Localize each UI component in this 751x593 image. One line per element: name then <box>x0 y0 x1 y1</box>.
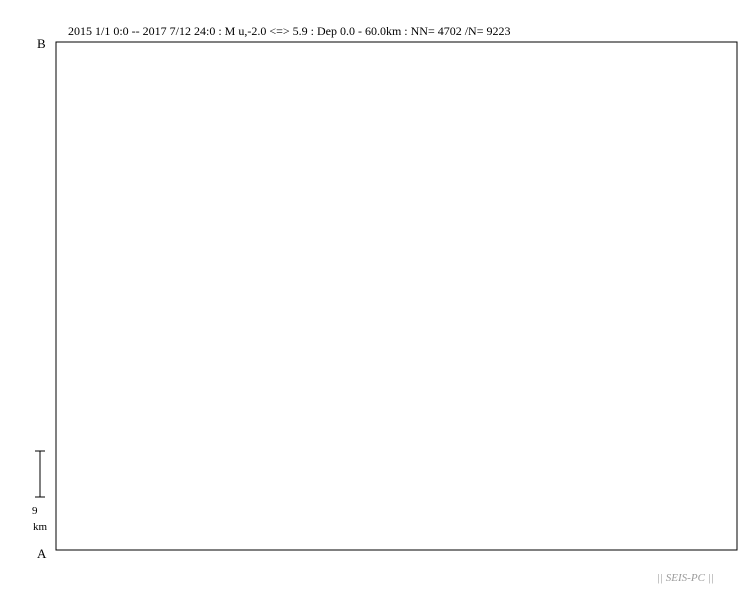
chart-header: 2015 1/1 0:0 -- 2017 7/12 24:0 : M u,-2.… <box>68 24 511 38</box>
scale-bar-value: 9 <box>32 505 38 517</box>
software-footer: || SEIS-PC || <box>657 572 714 584</box>
plot-frame <box>55 41 738 551</box>
top-edge-label: B <box>37 36 46 51</box>
scale-bar-unit: km <box>33 521 48 533</box>
scale-bar <box>35 450 45 498</box>
bottom-edge-label: A <box>37 546 47 561</box>
